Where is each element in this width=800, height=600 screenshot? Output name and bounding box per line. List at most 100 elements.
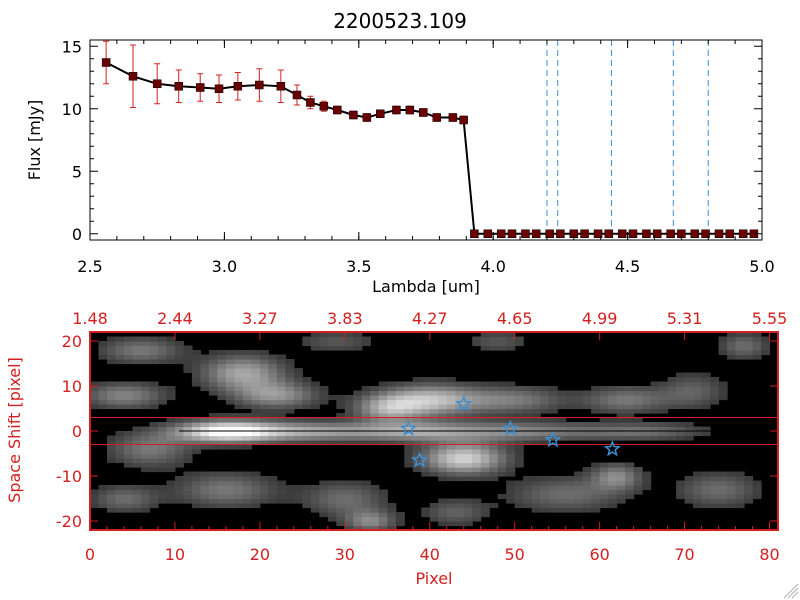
image-cell xyxy=(259,354,269,360)
image-cell xyxy=(497,332,507,338)
image-cell xyxy=(421,399,431,405)
image-cell xyxy=(132,449,142,455)
image-cell xyxy=(225,431,235,437)
image-cell xyxy=(540,408,550,414)
image-cell xyxy=(429,404,439,410)
image-cell xyxy=(166,498,176,504)
image-cell xyxy=(438,390,448,396)
image-cell xyxy=(234,489,244,495)
image-cell xyxy=(744,489,754,495)
image-cell xyxy=(591,503,601,509)
image-cell xyxy=(319,399,329,405)
image-cell xyxy=(684,476,694,482)
image-cell xyxy=(514,498,524,504)
image-cell xyxy=(659,408,669,414)
image-cell xyxy=(565,507,575,513)
image-cell xyxy=(98,345,108,351)
image-cell xyxy=(132,494,142,500)
image-cell xyxy=(735,332,745,338)
image-cell xyxy=(582,435,592,441)
image-cell xyxy=(497,426,507,432)
image-cell xyxy=(463,431,473,437)
image-cell xyxy=(251,368,261,374)
x-tick-label: 30 xyxy=(335,545,355,564)
image-cell xyxy=(98,494,108,500)
image-cell xyxy=(574,435,584,441)
image-cell xyxy=(242,489,252,495)
image-cell xyxy=(727,336,737,342)
image-cell xyxy=(225,399,235,405)
image-cell xyxy=(251,435,261,441)
image-cell xyxy=(268,363,278,369)
image-cell xyxy=(429,471,439,477)
image-cell xyxy=(446,431,456,437)
image-cell xyxy=(421,408,431,414)
image-cell xyxy=(319,480,329,486)
image-cell xyxy=(506,485,516,491)
image-cell xyxy=(251,390,261,396)
image-cell xyxy=(421,458,431,464)
image-cell xyxy=(140,458,151,464)
image-cell xyxy=(727,485,737,491)
data-point xyxy=(470,229,479,238)
image-cell xyxy=(591,480,601,486)
image-cell xyxy=(463,507,473,513)
image-cell xyxy=(523,390,533,396)
image-cell xyxy=(191,372,202,378)
image-cell xyxy=(251,485,261,491)
image-cell xyxy=(701,485,711,491)
image-cell xyxy=(497,462,507,468)
image-cell xyxy=(157,345,168,351)
image-cell xyxy=(217,435,227,441)
image-cell xyxy=(310,431,320,437)
image-cell xyxy=(574,422,584,428)
image-cell xyxy=(157,359,168,365)
image-cell xyxy=(710,386,720,392)
y-tick-label: -10 xyxy=(56,467,82,486)
data-point xyxy=(152,79,162,88)
image-cell xyxy=(514,494,524,500)
image-cell xyxy=(480,336,490,342)
image-cell xyxy=(523,426,533,432)
image-cell xyxy=(336,521,346,527)
image-cell xyxy=(276,413,286,419)
image-cell xyxy=(429,413,439,419)
resize-grip-line xyxy=(791,591,799,599)
image-cell xyxy=(455,422,465,428)
image-cell xyxy=(472,503,482,509)
image-cell xyxy=(676,399,686,405)
image-cell xyxy=(208,435,218,441)
image-cell xyxy=(259,480,269,486)
image-cell xyxy=(344,516,354,522)
image-cell xyxy=(217,354,227,360)
image-cell xyxy=(514,489,524,495)
image-cell xyxy=(480,512,490,518)
image-cell xyxy=(676,485,686,491)
image-cell xyxy=(429,395,439,401)
image-cell xyxy=(582,422,592,428)
image-cell xyxy=(132,426,142,432)
image-cell xyxy=(200,489,210,495)
image-cell xyxy=(693,476,703,482)
image-cell xyxy=(599,494,609,500)
image-cell xyxy=(421,417,431,423)
image-cell xyxy=(506,426,516,432)
image-cell xyxy=(667,422,677,428)
image-cell xyxy=(370,422,380,428)
image-cell xyxy=(344,336,354,342)
image-cell xyxy=(438,377,448,383)
image-cell xyxy=(234,413,244,419)
image-cell xyxy=(302,431,312,437)
image-cell xyxy=(285,489,295,495)
image-cell xyxy=(650,404,660,410)
image-cell xyxy=(98,350,108,356)
image-cell xyxy=(327,395,337,401)
image-cell xyxy=(472,408,482,414)
image-cell xyxy=(259,485,269,491)
image-cell xyxy=(370,399,380,405)
image-cell xyxy=(514,480,524,486)
image-cell xyxy=(633,431,643,437)
image-cell xyxy=(90,404,100,410)
image-cell xyxy=(285,404,295,410)
image-cell xyxy=(217,413,227,419)
